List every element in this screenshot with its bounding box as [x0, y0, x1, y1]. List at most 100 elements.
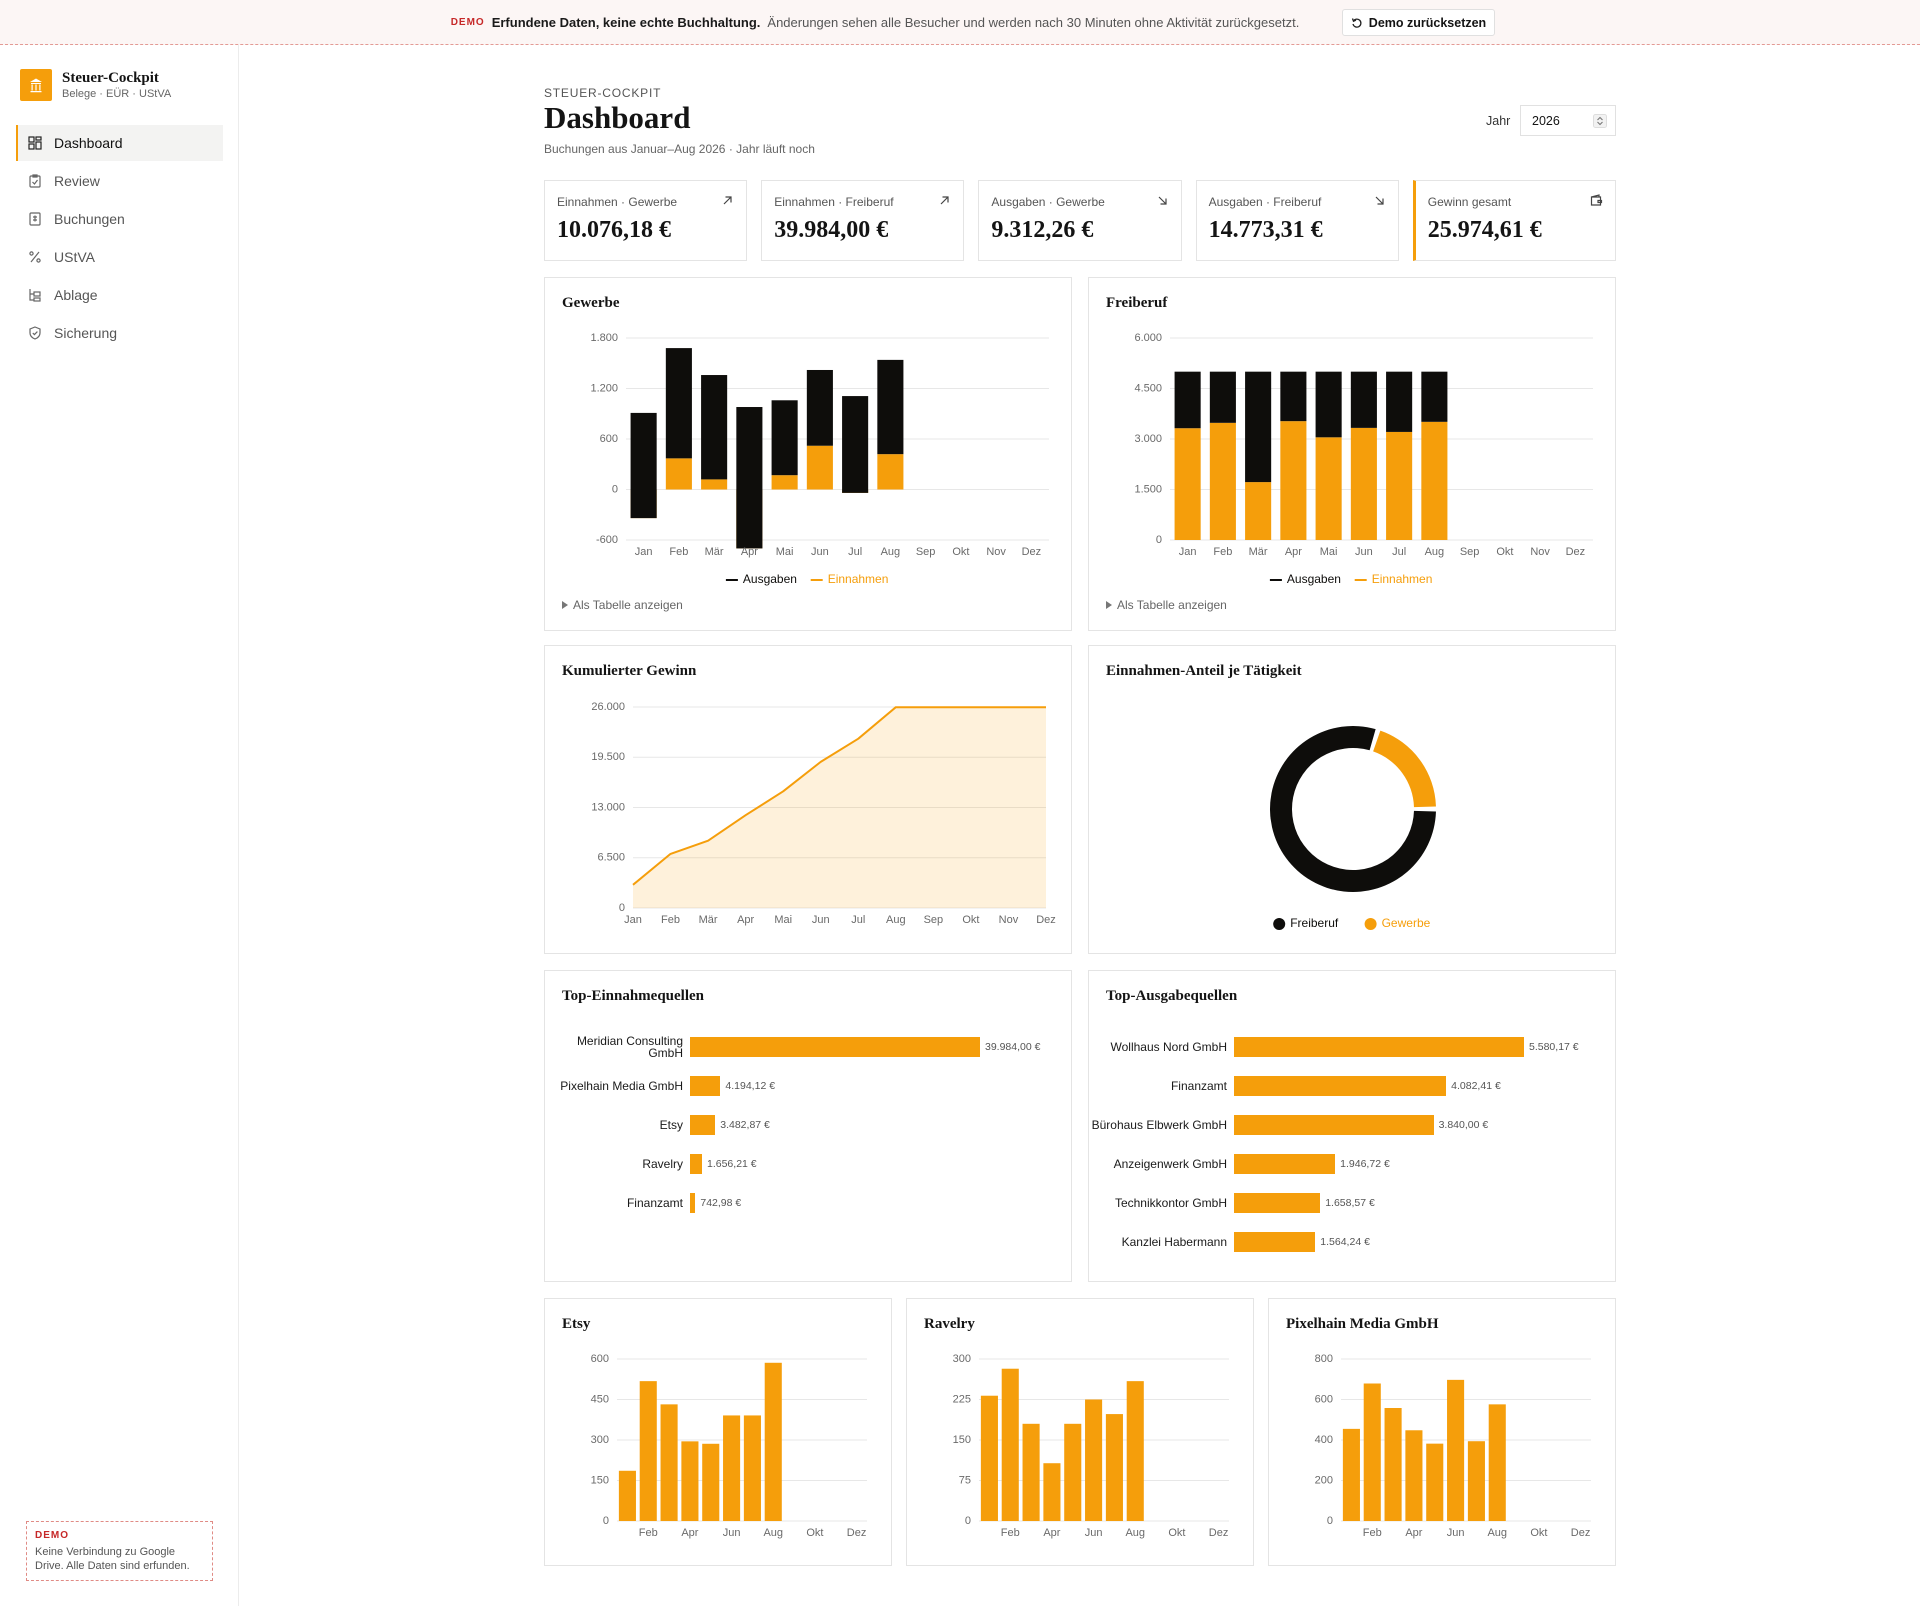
bar-label: Ravelry [642, 1157, 683, 1171]
bar-label: Bürohaus Elbwerk GmbH [1091, 1118, 1227, 1132]
value-label: 5.580,17 € [1529, 1041, 1579, 1053]
x-tick-label: Aug [1425, 546, 1445, 558]
bar-row: Meridian Consulting GmbH 39.984,00 € [545, 1032, 1041, 1062]
x-tick-label: Nov [986, 546, 1006, 558]
value-label: 39.984,00 € [985, 1041, 1041, 1053]
icon-path [1590, 194, 1603, 206]
legend-marker [1273, 918, 1286, 930]
y-tick-label: 450 [591, 1393, 609, 1405]
x-tick-label: Mär [705, 546, 724, 558]
y-tick-label: -600 [596, 534, 618, 546]
x-tick-label: Dez [1566, 546, 1586, 558]
bar [771, 475, 798, 490]
x-tick-label: Nov [1530, 546, 1550, 558]
bar [1043, 1463, 1061, 1521]
x-tick-label: Aug [881, 546, 901, 558]
nav-icon [29, 289, 41, 302]
value-label: 1.656,21 € [707, 1158, 757, 1170]
nav-item[interactable]: Review [16, 163, 223, 199]
area [633, 707, 1046, 908]
legend-label: Gewerbe [1382, 916, 1431, 930]
nav-label: UStVA [54, 249, 95, 265]
x-tick-label: Aug [763, 1527, 783, 1539]
nav-item[interactable]: UStVA [16, 239, 223, 275]
x-tick-label: Jan [635, 546, 653, 558]
chart-svg: 0 1.500 3.000 4.500 6.000 Jan Feb Mär Apr Mai Jun J… [1134, 332, 1593, 586]
nav-label: Sicherung [54, 325, 118, 341]
bar [690, 1037, 980, 1057]
bar [1350, 371, 1377, 428]
bar [1245, 482, 1272, 540]
kpi-card: Einnahmen · Gewerbe 10.076,18 € [544, 180, 748, 261]
value-label: 1.658,57 € [1325, 1197, 1375, 1209]
bar [1315, 371, 1342, 438]
table-toggle[interactable]: Als Tabelle anzeigen [1106, 598, 1227, 612]
chart-title: Top-Einnahmequellen [562, 988, 704, 1004]
x-tick-label: Okt [806, 1527, 823, 1539]
value-label: 4.194,12 € [725, 1080, 776, 1092]
bar [1245, 371, 1272, 483]
nav-item[interactable]: Buchungen [16, 201, 223, 237]
bar-label: Kanzlei Habermann [1121, 1235, 1227, 1249]
x-tick-label: Feb [1363, 1527, 1382, 1539]
bar [1234, 1193, 1321, 1213]
kpi-value: 10.076,18 € [557, 217, 671, 243]
icon-path [940, 196, 949, 205]
x-tick-label: Apr [1043, 1527, 1060, 1539]
y-tick-label: 200 [1315, 1474, 1333, 1486]
reset-button[interactable]: Demo zurücksetzen [1342, 9, 1495, 36]
bar [877, 359, 904, 455]
x-tick-label: Aug [1487, 1527, 1507, 1539]
bar [1234, 1232, 1316, 1252]
x-tick-label: Okt [962, 914, 979, 926]
y-tick-label: 19.500 [591, 751, 625, 763]
chart-card: Meridian Consulting GmbH 39.984,00 € Pixel… [544, 970, 1072, 1282]
demo-tag: DEMO [35, 1530, 69, 1541]
y-tick-label: 800 [1315, 1353, 1333, 1365]
nav-item[interactable]: Dashboard [16, 125, 223, 161]
reset-label: Demo zurücksetzen [1368, 15, 1487, 30]
bar [1386, 431, 1413, 540]
x-tick-label: Dez [1571, 1527, 1591, 1539]
legend-label: Einnahmen [828, 572, 889, 586]
y-tick-label: 0 [965, 1515, 971, 1527]
toggle-label: Als Tabelle anzeigen [573, 598, 683, 612]
x-tick-label: Apr [737, 914, 754, 926]
bar [1447, 1379, 1465, 1521]
table-toggle[interactable]: Als Tabelle anzeigen [562, 598, 683, 612]
nav-item[interactable]: Ablage [16, 277, 223, 313]
nav-label: Review [54, 173, 100, 189]
legend-marker [1364, 918, 1377, 930]
kpi-value: 14.773,31 € [1208, 217, 1323, 243]
bar [842, 396, 869, 493]
bar [1280, 371, 1307, 422]
line [632, 706, 1046, 886]
bar [1209, 371, 1236, 423]
kpi-icon [1375, 196, 1384, 205]
bar-row: Pixelhain Media GmbH 4.194,12 € [545, 1071, 775, 1101]
x-tick-label: Jan [624, 914, 642, 926]
sidebar: Steuer-Cockpit Belege · EÜR · UStVA Dash… [0, 45, 239, 1606]
y-tick-label: 0 [619, 902, 625, 914]
y-tick-label: 150 [953, 1434, 971, 1446]
y-tick-label: 0 [1156, 534, 1162, 546]
bar [690, 1115, 716, 1135]
demo-banner: DEMO Erfundene Daten, keine echte Buchha… [0, 0, 1920, 45]
eyebrow: STEUER-COCKPIT [544, 86, 662, 100]
x-tick-label: Sep [1460, 546, 1480, 558]
nav-item[interactable]: Sicherung [16, 315, 223, 351]
toggle-label: Als Tabelle anzeigen [1117, 598, 1227, 612]
reset-icon [1351, 17, 1362, 28]
x-tick-label: Mai [774, 914, 792, 926]
x-tick-label: Feb [639, 1527, 658, 1539]
y-tick-label: 1.800 [590, 332, 618, 344]
bar [690, 1193, 696, 1213]
year-input[interactable]: 2026 [1520, 105, 1616, 136]
demo-notice: DEMO Keine Verbindung zu Google Drive. A… [26, 1521, 213, 1581]
bar [701, 479, 728, 490]
bar [1467, 1441, 1485, 1521]
kpi-label: Ausgaben · Gewerbe [991, 195, 1105, 209]
x-tick-label: Mär [1249, 546, 1268, 558]
bar-label: Pixelhain Media GmbH [560, 1079, 683, 1093]
bar-row: Kanzlei Habermann 1.564,24 € [1089, 1227, 1370, 1257]
